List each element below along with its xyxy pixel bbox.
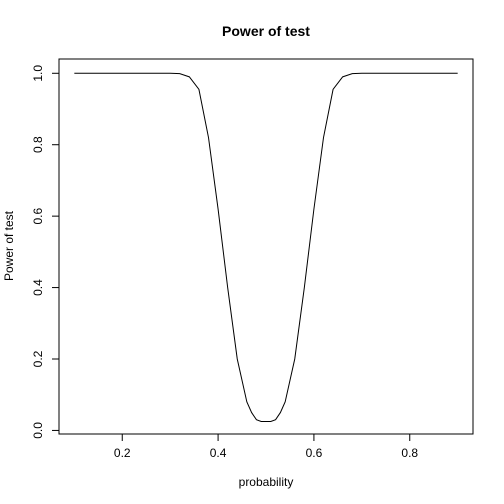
series-layer <box>74 72 458 422</box>
chart-title: Power of test <box>222 23 310 39</box>
x-tick-label: 0.8 <box>401 446 418 460</box>
x-tick-label: 0.2 <box>114 446 131 460</box>
y-tick-label: 0.8 <box>31 136 45 153</box>
y-tick-label: 0.4 <box>31 279 45 296</box>
x-tick-label: 0.4 <box>210 446 227 460</box>
plot-box <box>58 58 474 435</box>
x-tick-label: 0.6 <box>306 446 323 460</box>
power-curve-line <box>74 72 458 422</box>
x-axis: 0.2 0.4 0.6 0.8 <box>114 433 418 460</box>
y-tick-label: 1.0 <box>31 65 45 82</box>
y-tick-label: 0.0 <box>31 422 45 439</box>
y-axis-label: Power of test <box>2 210 16 281</box>
x-axis-label: probability <box>239 475 294 489</box>
y-tick-label: 0.2 <box>31 350 45 367</box>
y-axis: 0.0 0.2 0.4 0.6 0.8 1.0 <box>31 65 60 439</box>
y-tick-label: 0.6 <box>31 207 45 224</box>
